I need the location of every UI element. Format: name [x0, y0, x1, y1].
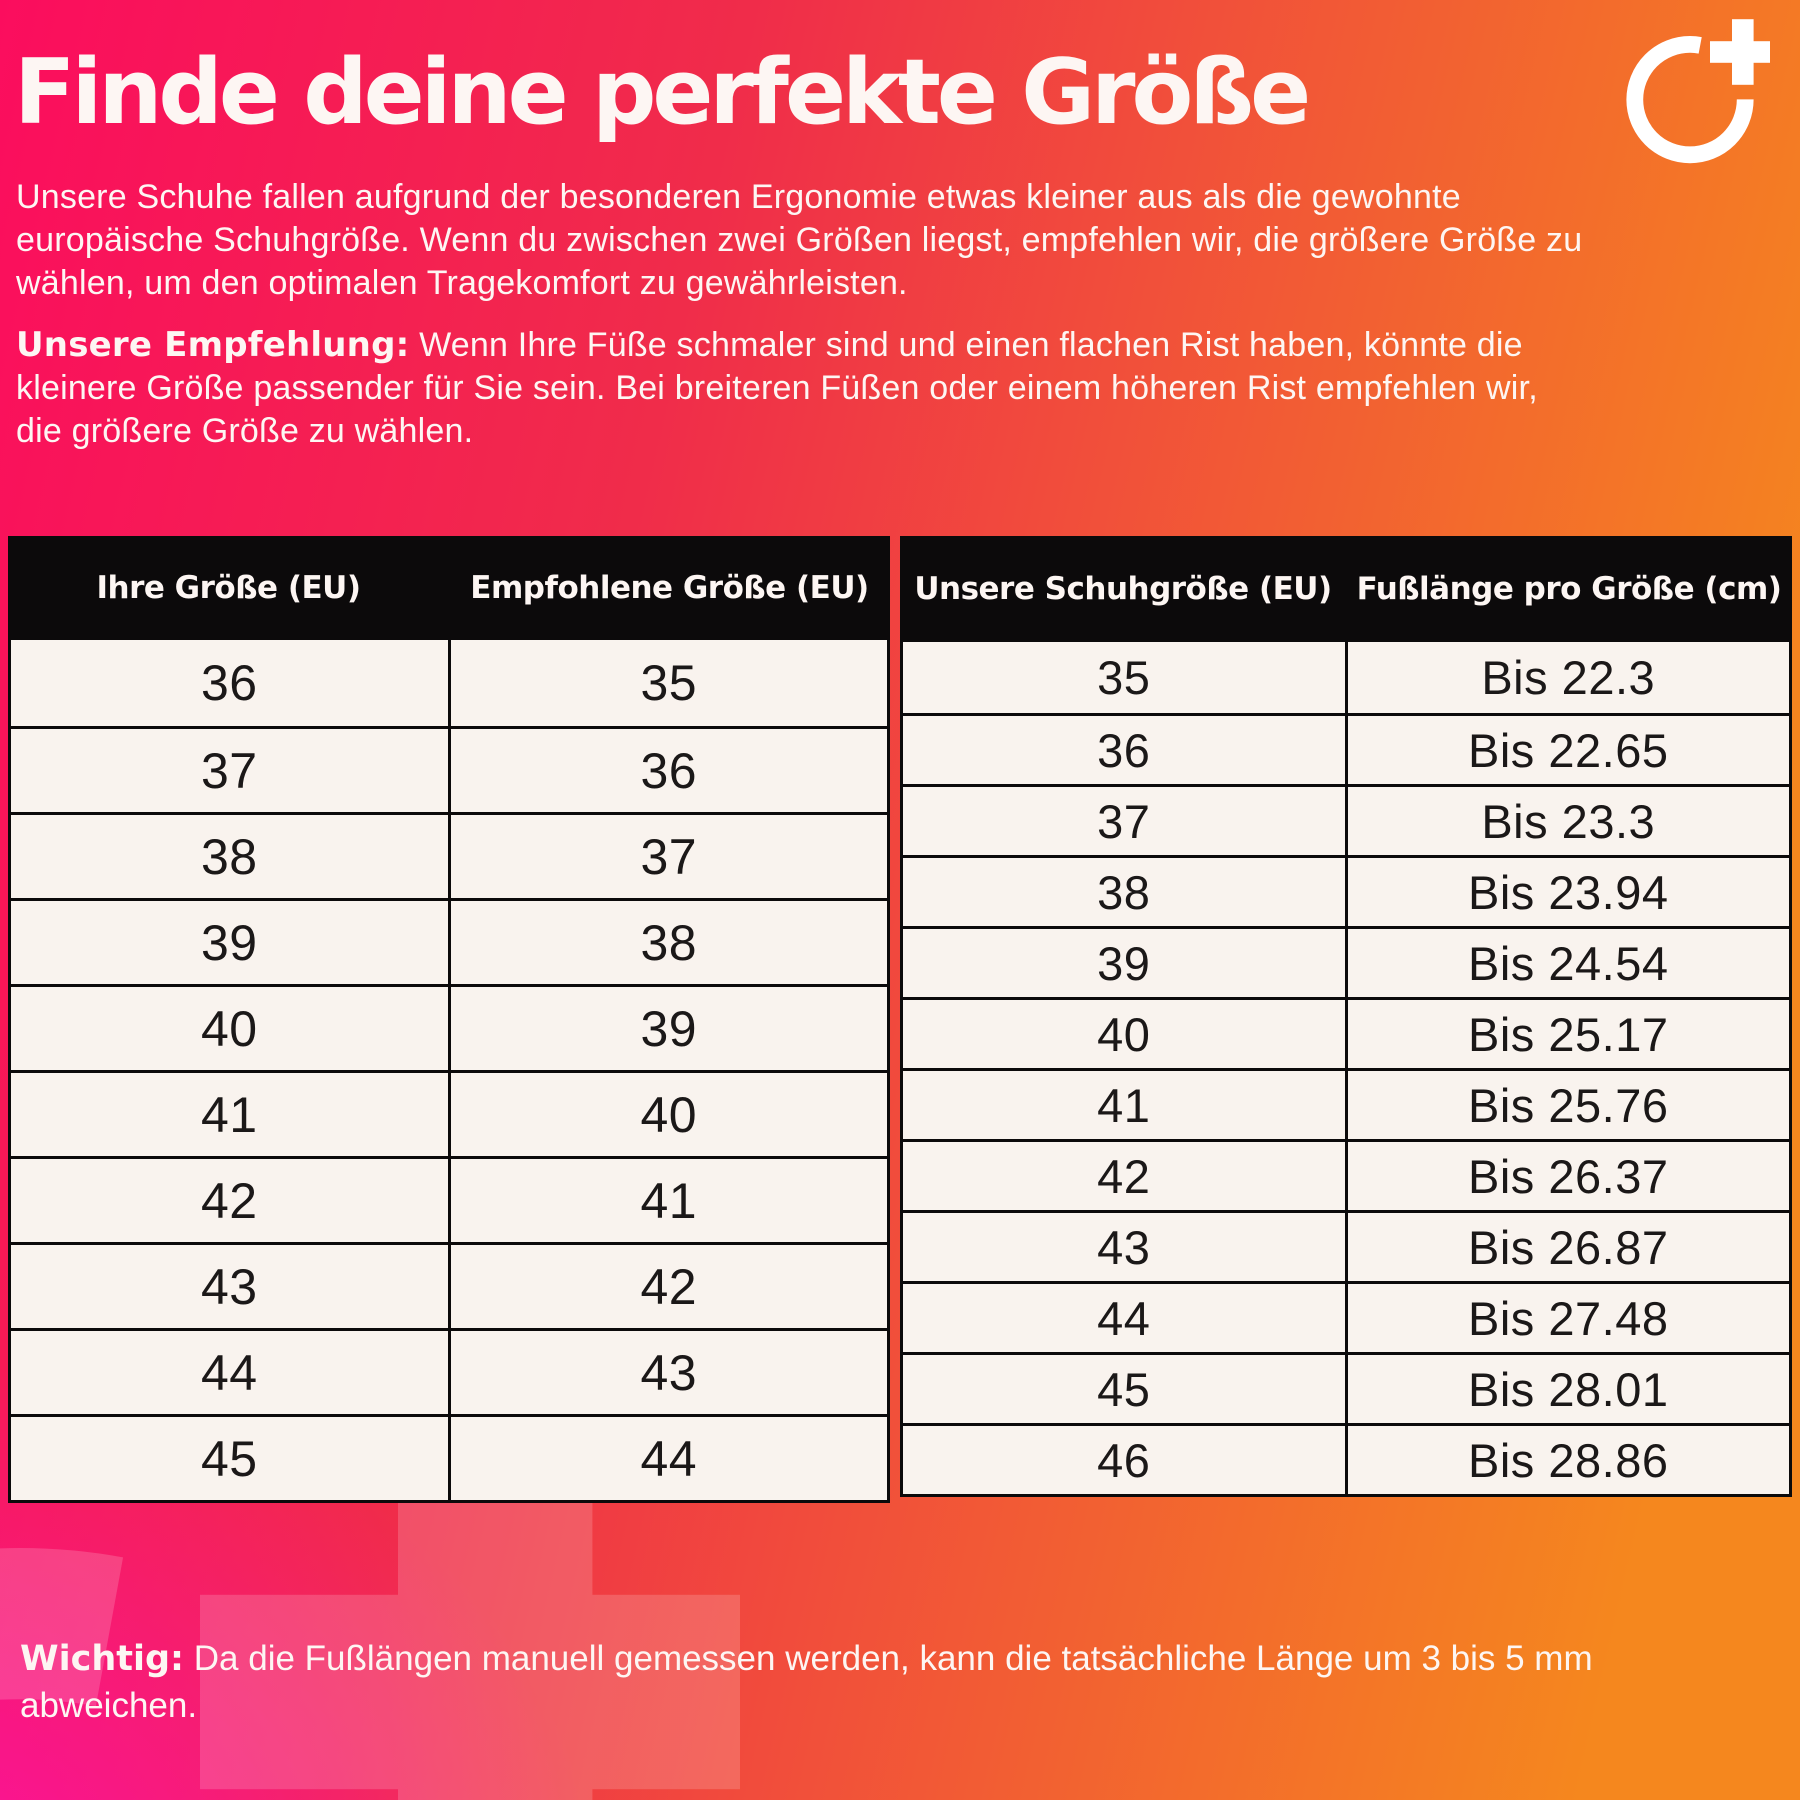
table-cell: Bis 28.01 — [1468, 1362, 1669, 1416]
table-cell: 42 — [903, 1142, 1348, 1210]
table-row: 45 44 — [11, 1414, 887, 1500]
table-row: 44 43 — [11, 1328, 887, 1414]
table-cell: 43 — [903, 1213, 1348, 1281]
table-cell: Bis 26.37 — [1468, 1149, 1669, 1203]
table-row: 41 40 — [11, 1070, 887, 1156]
table-cell: 37 — [903, 787, 1348, 855]
table-row: 44 Bis 27.48 — [903, 1281, 1789, 1352]
table-row: 38 37 — [11, 812, 887, 898]
table-cell: 39 — [640, 1000, 698, 1057]
table-row: 37 Bis 23.3 — [903, 784, 1789, 855]
table-cell: 35 — [903, 642, 1348, 713]
table-cell: Bis 23.3 — [1481, 794, 1656, 848]
recommendation-body: Wenn Ihre Füße schmaler sind und einen f… — [16, 326, 1538, 451]
brand-watermark-icon — [0, 1396, 740, 1800]
disclaimer-note: Wichtig: Da die Fußlängen manuell gemess… — [20, 1636, 1740, 1728]
size-conversion-table: Ihre Größe (EU) Empfohlene Größe (EU) 36… — [8, 536, 890, 1503]
table-row: 39 38 — [11, 898, 887, 984]
table-cell: 45 — [903, 1355, 1348, 1423]
table-row: 39 Bis 24.54 — [903, 926, 1789, 997]
table-row: 42 41 — [11, 1156, 887, 1242]
brand-logo-icon — [1626, 19, 1770, 164]
table-cell: 36 — [640, 742, 698, 799]
table-cell: 45 — [11, 1417, 451, 1500]
size-conversion-table-body: 36 35 37 36 38 37 39 38 40 39 41 40 42 41 43 42 44 43 45 44 — [8, 640, 890, 1503]
table-cell: 38 — [11, 815, 451, 898]
table-cell: Bis 28.86 — [1468, 1433, 1669, 1487]
table-cell: 36 — [903, 716, 1348, 784]
table-row: 35 Bis 22.3 — [903, 642, 1789, 713]
table-cell: 35 — [640, 655, 698, 711]
table-cell: 41 — [11, 1073, 451, 1156]
column-header-foot-length: Fußlänge pro Größe (cm) — [1356, 571, 1782, 607]
table-cell: 37 — [11, 729, 451, 812]
table-cell: 46 — [903, 1426, 1348, 1494]
recommendation-text: Unsere Empfehlung: Wenn Ihre Füße schmal… — [16, 324, 1586, 454]
column-header-recommended-size: Empfohlene Größe (EU) — [470, 570, 869, 606]
table-row: 42 Bis 26.37 — [903, 1139, 1789, 1210]
disclaimer-label: Wichtig: — [20, 1639, 185, 1679]
table-cell: Bis 23.94 — [1468, 865, 1669, 919]
table-row: 46 Bis 28.86 — [903, 1423, 1789, 1494]
table-cell: 38 — [640, 914, 698, 971]
table-row: 45 Bis 28.01 — [903, 1352, 1789, 1423]
table-row: 40 39 — [11, 984, 887, 1070]
table-cell: 40 — [11, 987, 451, 1070]
table-row: 41 Bis 25.76 — [903, 1068, 1789, 1139]
table-cell: 42 — [640, 1258, 698, 1315]
table-cell: Bis 27.48 — [1468, 1291, 1669, 1345]
disclaimer-body: Da die Fußlängen manuell gemessen werden… — [20, 1639, 1593, 1725]
table-cell: 39 — [903, 929, 1348, 997]
table-cell: Bis 25.17 — [1468, 1007, 1669, 1061]
foot-length-table: Unsere Schuhgröße (EU) Fußlänge pro Größ… — [900, 536, 1792, 1497]
page-title: Finde deine perfekte Größe — [14, 40, 1311, 145]
recommendation-label: Unsere Empfehlung: — [16, 325, 410, 365]
table-cell: 36 — [11, 640, 451, 726]
table-row: 38 Bis 23.94 — [903, 855, 1789, 926]
foot-length-table-header: Unsere Schuhgröße (EU) Fußlänge pro Größ… — [900, 536, 1792, 642]
table-cell: 41 — [903, 1071, 1348, 1139]
table-row: 36 35 — [11, 640, 887, 726]
size-conversion-table-header: Ihre Größe (EU) Empfohlene Größe (EU) — [8, 536, 890, 640]
column-header-your-size: Ihre Größe (EU) — [96, 570, 361, 606]
intro-text: Unsere Schuhe fallen aufgrund der besond… — [16, 178, 1583, 303]
table-cell: Bis 22.3 — [1481, 651, 1656, 704]
table-cell: 38 — [903, 858, 1348, 926]
table-cell: 44 — [11, 1331, 451, 1414]
table-cell: 40 — [903, 1000, 1348, 1068]
table-cell: 40 — [640, 1086, 698, 1143]
table-cell: Bis 22.65 — [1468, 723, 1669, 777]
table-cell: 43 — [11, 1245, 451, 1328]
foot-length-table-body: 35 Bis 22.3 36 Bis 22.65 37 Bis 23.3 38 Bis 23.… — [900, 642, 1792, 1497]
table-cell: 43 — [640, 1344, 698, 1401]
table-cell: 44 — [903, 1284, 1348, 1352]
table-cell: 37 — [640, 828, 698, 885]
table-cell: 44 — [640, 1430, 698, 1487]
column-header-our-shoe-size: Unsere Schuhgröße (EU) — [914, 571, 1332, 607]
table-row: 43 Bis 26.87 — [903, 1210, 1789, 1281]
table-cell: 41 — [640, 1172, 698, 1229]
table-cell: 42 — [11, 1159, 451, 1242]
table-row: 40 Bis 25.17 — [903, 997, 1789, 1068]
table-row: 37 36 — [11, 726, 887, 812]
table-cell: Bis 26.87 — [1468, 1220, 1669, 1274]
table-cell: Bis 25.76 — [1468, 1078, 1669, 1132]
table-row: 36 Bis 22.65 — [903, 713, 1789, 784]
table-cell: 39 — [11, 901, 451, 984]
table-row: 43 42 — [11, 1242, 887, 1328]
table-cell: Bis 24.54 — [1468, 936, 1669, 990]
